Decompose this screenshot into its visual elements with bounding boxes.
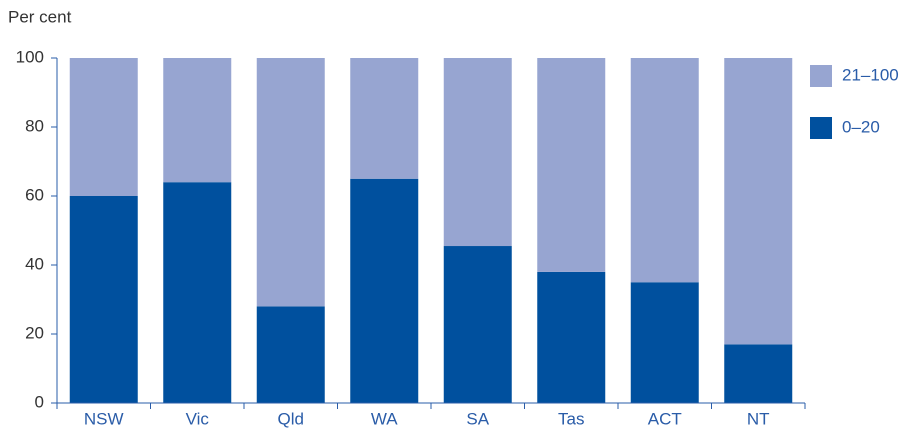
bar-segment: [443, 246, 512, 403]
bar-segment: [630, 58, 699, 283]
bar-segment: [724, 58, 793, 345]
bar-segment: [256, 58, 325, 307]
x-tick-label: NT: [747, 409, 770, 428]
x-tick-label: Vic: [186, 409, 210, 428]
x-tick-label: NSW: [84, 409, 124, 428]
x-tick-label: ACT: [648, 409, 682, 428]
bar-segment: [350, 178, 419, 403]
bar-segment: [163, 182, 232, 403]
y-tick-label: 80: [25, 116, 44, 135]
legend-label: 21–100: [842, 65, 899, 84]
bar-segment: [443, 58, 512, 247]
x-tick-label: WA: [371, 409, 398, 428]
bar-segment: [69, 58, 138, 196]
x-tick-label: Tas: [558, 409, 584, 428]
bar-segment: [537, 271, 606, 403]
bar-segment: [630, 282, 699, 403]
y-tick-label: 0: [35, 392, 44, 411]
bar-segment: [537, 58, 606, 272]
legend-swatch: [810, 117, 832, 139]
x-tick-label: SA: [466, 409, 489, 428]
y-tick-label: 100: [16, 47, 44, 66]
y-axis-label: Per cent: [8, 7, 72, 26]
legend-label: 0–20: [842, 117, 880, 136]
bar-segment: [724, 344, 793, 403]
bar-segment: [256, 306, 325, 403]
y-tick-label: 20: [25, 323, 44, 342]
y-tick-label: 40: [25, 254, 44, 273]
y-tick-label: 60: [25, 185, 44, 204]
x-tick-label: Qld: [278, 409, 304, 428]
bar-segment: [350, 58, 419, 179]
bar-segment: [163, 58, 232, 183]
bar-segment: [69, 196, 138, 403]
legend-swatch: [810, 65, 832, 87]
